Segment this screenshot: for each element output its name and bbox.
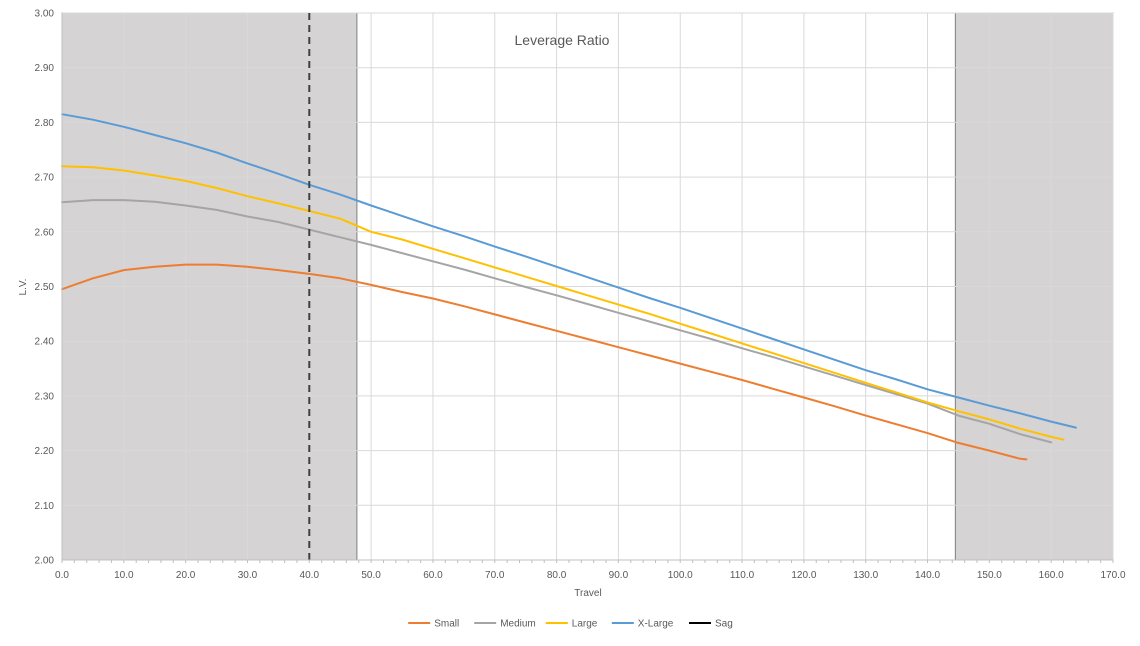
y-tick-label: 2.10 [35,501,55,512]
grid [61,12,1114,561]
series-lines [61,113,1077,461]
series-line-medium [61,199,1053,444]
x-tick-label: 100.0 [668,570,693,581]
x-tick-label: 130.0 [853,570,878,581]
legend-item-medium: Medium [474,619,536,630]
x-tick-label: 90.0 [609,570,629,581]
y-tick-label: 2.70 [35,173,55,184]
x-tick-label: 0.0 [55,570,69,581]
legend-label: X-Large [638,619,674,630]
legend-item-sag: Sag [689,619,733,630]
y-tick-label: 2.30 [35,391,55,402]
y-tick-label: 2.20 [35,446,55,457]
y-tick-label: 2.80 [35,118,55,129]
x-tick-label: 70.0 [485,570,505,581]
legend-item-small: Small [408,619,459,630]
legend-label: Sag [715,619,733,630]
x-tick-label: 170.0 [1100,570,1125,581]
series-line-small [61,263,1028,461]
legend-label: Medium [500,619,536,630]
x-tick-label: 40.0 [300,570,320,581]
y-tick-label: 3.00 [35,9,55,20]
y-tick-label: 2.50 [35,282,55,293]
y-tick-label: 2.90 [35,63,55,74]
legend-item-large: Large [545,619,598,630]
x-axis-label: Travel [574,588,601,599]
chart-title: Leverage Ratio [515,32,610,48]
legend-label: Small [434,619,459,630]
legend-label: Large [572,619,598,630]
x-tick-label: 60.0 [423,570,443,581]
x-tick-label: 160.0 [1039,570,1064,581]
y-axis-label: L.V. [18,279,29,296]
series-line-large [61,165,1065,441]
y-tick-label: 2.60 [35,227,55,238]
y-tick-label: 2.40 [35,337,55,348]
legend: Small Medium Large X-Large Sag [408,619,733,630]
x-tick-label: 10.0 [114,570,134,581]
x-tick-label: 120.0 [791,570,816,581]
y-tick-label: 2.00 [35,556,55,567]
series-line-x-large [61,113,1077,429]
x-tick-label: 20.0 [176,570,196,581]
x-tick-label: 110.0 [730,570,755,581]
legend-item-x-large: X-Large [611,619,674,630]
x-tick-label: 150.0 [977,570,1002,581]
x-tick-label: 50.0 [361,570,381,581]
axes: 0.0 10.0 20.0 30.0 40.0 50.0 60.0 70.0 80.0 90.0 1… [35,9,1126,582]
x-tick-label: 80.0 [547,570,567,581]
x-tick-label: 140.0 [915,570,940,581]
x-tick-label: 30.0 [238,570,258,581]
